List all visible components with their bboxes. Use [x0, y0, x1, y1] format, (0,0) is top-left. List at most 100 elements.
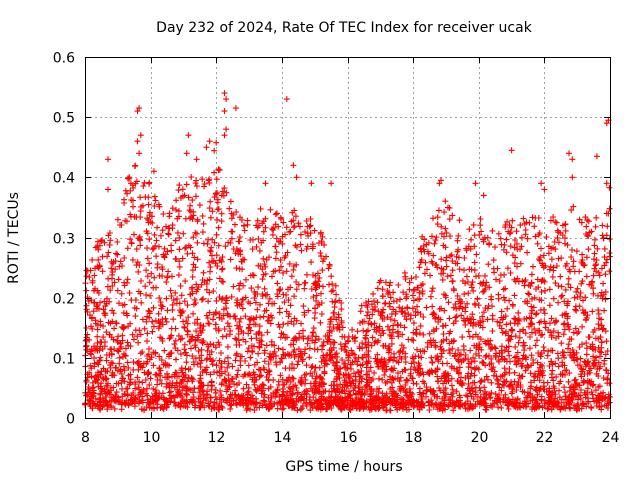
data-point	[95, 256, 102, 263]
data-point	[420, 242, 427, 249]
data-point	[319, 343, 326, 350]
data-point	[507, 229, 514, 236]
data-point	[470, 221, 477, 228]
data-point	[550, 295, 557, 302]
data-point	[488, 366, 495, 373]
data-point	[172, 369, 179, 376]
data-point	[92, 244, 99, 251]
data-point	[380, 395, 387, 402]
data-point	[511, 292, 518, 299]
data-point	[137, 242, 144, 249]
data-point	[227, 405, 234, 412]
data-point	[494, 318, 501, 325]
data-point	[138, 406, 145, 413]
data-point	[457, 303, 464, 310]
data-point	[455, 347, 462, 353]
data-point	[323, 253, 329, 260]
data-point	[121, 282, 128, 289]
data-point	[528, 280, 535, 287]
data-point	[269, 231, 276, 238]
data-point	[206, 138, 213, 145]
data-point	[251, 407, 258, 414]
data-point	[480, 192, 487, 199]
data-point	[449, 258, 456, 265]
data-point	[266, 371, 273, 378]
data-point	[295, 220, 302, 227]
data-point	[114, 287, 121, 294]
data-point	[137, 132, 144, 139]
data-point	[139, 316, 146, 323]
data-point	[369, 311, 376, 318]
data-point	[189, 197, 196, 204]
data-point	[189, 378, 196, 385]
data-point	[386, 356, 393, 363]
data-point	[181, 346, 188, 353]
data-point	[495, 404, 502, 411]
data-point	[112, 266, 119, 273]
data-point	[508, 326, 515, 333]
data-point	[585, 246, 592, 253]
data-point	[86, 369, 93, 376]
data-point	[189, 353, 196, 360]
data-point	[159, 264, 165, 270]
data-point	[137, 194, 144, 201]
data-point	[130, 184, 137, 191]
data-point	[312, 305, 318, 311]
data-point	[434, 373, 441, 380]
data-point	[498, 353, 505, 360]
data-point	[200, 220, 207, 227]
data-point	[436, 385, 443, 392]
data-point	[395, 282, 402, 288]
data-point	[514, 263, 520, 270]
data-point	[535, 327, 542, 334]
data-point	[366, 368, 372, 375]
data-point	[545, 388, 552, 395]
data-point	[557, 273, 564, 280]
data-point	[86, 389, 92, 396]
data-point	[131, 213, 138, 220]
data-point	[142, 283, 149, 290]
data-point	[305, 307, 312, 314]
data-point	[108, 397, 115, 404]
data-point	[387, 331, 394, 338]
data-point	[128, 197, 135, 203]
data-point	[150, 168, 157, 175]
data-point	[245, 388, 252, 395]
data-point	[163, 279, 170, 286]
data-point	[315, 405, 322, 412]
data-point	[577, 371, 584, 378]
data-point	[103, 376, 109, 383]
data-point	[148, 270, 155, 277]
data-point	[438, 350, 445, 357]
data-point	[86, 400, 93, 407]
data-point	[237, 357, 244, 364]
data-point	[497, 235, 504, 242]
data-point	[401, 366, 408, 373]
data-point	[559, 232, 566, 238]
data-point	[172, 237, 179, 244]
data-point	[530, 263, 536, 270]
data-point	[517, 222, 524, 229]
data-point	[184, 302, 191, 309]
data-point	[565, 378, 572, 385]
data-point	[149, 328, 156, 335]
data-point	[287, 341, 294, 348]
data-point	[577, 290, 584, 296]
data-point	[233, 342, 240, 348]
data-point	[446, 315, 453, 322]
data-point	[506, 297, 513, 304]
data-point	[302, 380, 308, 387]
data-point	[113, 380, 120, 387]
data-point	[565, 281, 572, 288]
data-point	[420, 371, 427, 378]
data-point	[589, 308, 596, 315]
data-point	[201, 367, 208, 374]
data-point	[277, 238, 284, 245]
data-point	[256, 385, 263, 392]
data-point	[92, 395, 99, 402]
data-point	[384, 378, 391, 385]
data-point	[455, 378, 461, 385]
data-point	[350, 380, 357, 387]
data-point	[154, 381, 161, 388]
data-point	[121, 196, 127, 203]
